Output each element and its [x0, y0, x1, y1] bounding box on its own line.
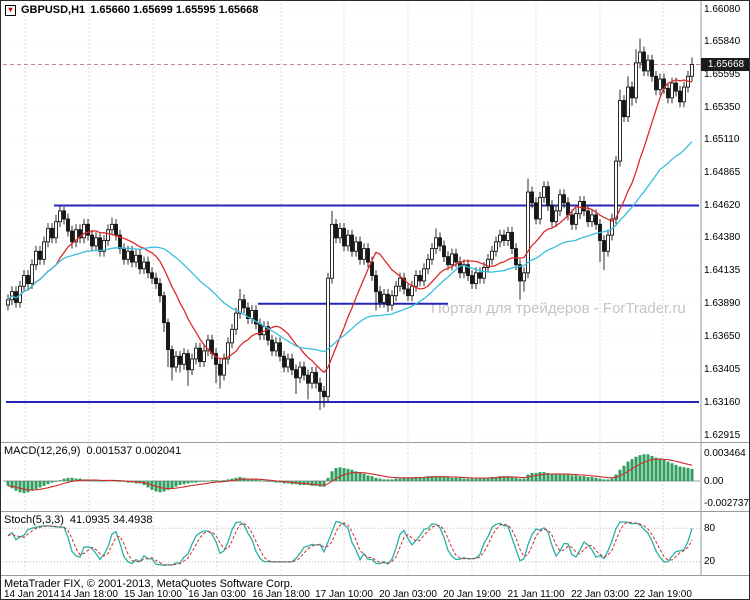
stoch-axis-label: 80	[704, 522, 716, 534]
price-tick-label: 1.65350	[704, 101, 741, 113]
copyright-text: MetaTrader FIX, © 2001-2013, MetaQuotes …	[4, 578, 293, 590]
price-tick-label: 1.66080	[704, 3, 741, 15]
price-tick-label: 1.65840	[704, 35, 741, 47]
time-axis-label: 16 Jan 03:00	[188, 589, 246, 600]
macd-label-row: MACD(12,26,9) 0.001537 0.002041	[4, 445, 181, 457]
price-tick-label: 1.64135	[704, 265, 741, 277]
chart-arrow-icon: ▾	[5, 4, 16, 16]
macd-values: 0.001537 0.002041	[86, 445, 182, 457]
time-axis-label: 14 Jan 18:00	[60, 589, 118, 600]
time-axis-label: 20 Jan 19:00	[443, 589, 501, 600]
price-tick-label: 1.65595	[704, 68, 741, 80]
price-tick-label: 1.64380	[704, 232, 741, 244]
time-axis-label: 20 Jan 03:00	[379, 589, 437, 600]
time-axis-label: 16 Jan 18:00	[252, 589, 310, 600]
price-tick-label: 1.63650	[704, 330, 741, 342]
time-axis-label: 22 Jan 19:00	[634, 589, 692, 600]
macd-axis-label: 0.00	[704, 475, 724, 487]
macd-label: MACD(12,26,9)	[4, 445, 81, 457]
price-tick-label: 1.62915	[704, 429, 741, 441]
time-axis[interactable]: 14 Jan 2014 14 Jan 18:00 15 Jan 10:00 16 Ja…	[1, 589, 749, 600]
price-tick-label: 1.63890	[704, 298, 741, 310]
time-axis-label: 14 Jan 2014	[4, 589, 60, 600]
watermark: Портал для трейдеров - ForTrader.ru	[431, 300, 686, 317]
price-tick-label: 1.64620	[704, 200, 741, 211]
stoch-label-row: Stoch(5,3,3) 41.0935 34.4938	[4, 514, 153, 526]
price-tick-label: 1.63405	[704, 363, 741, 375]
stoch-axis-label: 20	[704, 556, 716, 568]
time-axis-label: 15 Jan 10:00	[124, 589, 182, 600]
stoch-values: 41.0935 34.4938	[69, 514, 153, 526]
time-axis-label: 22 Jan 03:00	[571, 589, 629, 600]
price-tick-label: 1.64865	[704, 167, 741, 179]
time-axis-label: 17 Jan 10:00	[315, 589, 373, 600]
price-axis[interactable]: 1.66080 1.65840 1.65595 1.65350 1.65110 1.648…	[701, 1, 750, 576]
time-axis-label: 21 Jan 11:00	[507, 589, 565, 600]
price-tick-label: 1.65110	[704, 134, 740, 146]
macd-axis-label: -0.002737	[704, 497, 750, 509]
stoch-label: Stoch(5,3,3)	[4, 514, 64, 526]
price-tick-label: 1.63160	[704, 396, 741, 408]
symbol-period-label: GBPUSD,H1	[21, 4, 86, 16]
macd-axis-label: 0.003464	[704, 447, 746, 459]
current-price-badge: 1.65668	[701, 57, 749, 71]
ohlc-quotes-label: 1.65660 1.65699 1.65595 1.65668	[90, 4, 259, 16]
chart-title: ▾ GBPUSD,H1 1.65660 1.65699 1.65595 1.65…	[5, 4, 258, 16]
